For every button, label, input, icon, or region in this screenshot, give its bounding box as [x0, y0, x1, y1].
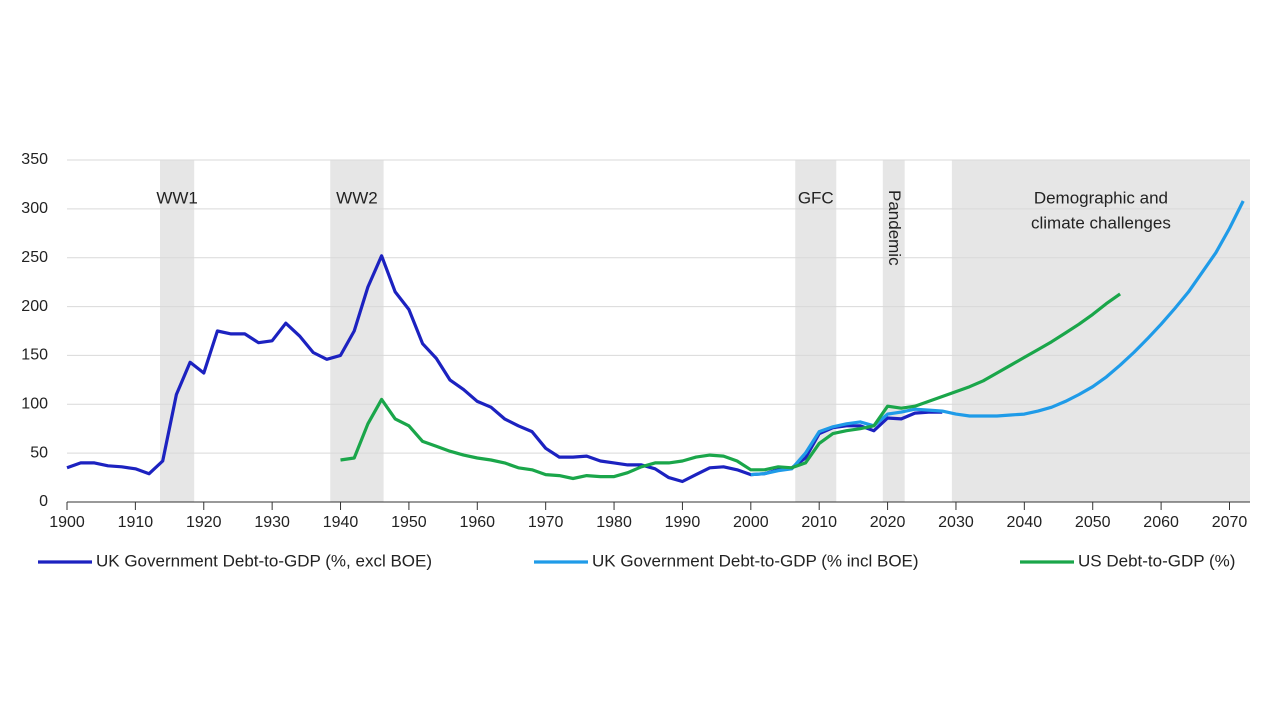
x-tick-label: 1980 [596, 514, 632, 531]
x-tick-label: 1990 [665, 514, 701, 531]
x-tick-label: 2040 [1007, 514, 1043, 531]
x-tick-label: 1940 [323, 514, 359, 531]
period-label: Demographic and [1034, 188, 1168, 207]
legend-label: UK Government Debt-to-GDP (%, excl BOE) [96, 551, 432, 570]
x-tick-label: 2060 [1143, 514, 1179, 531]
x-tick-label: 1970 [528, 514, 564, 531]
y-tick-label: 150 [21, 347, 48, 364]
x-tick-label: 1900 [49, 514, 85, 531]
y-tick-label: 250 [21, 249, 48, 266]
period-label: GFC [798, 188, 834, 207]
shaded-period [795, 160, 837, 502]
y-tick-label: 300 [21, 200, 48, 217]
x-tick-label: 1930 [254, 514, 290, 531]
y-tick-label: 350 [21, 151, 48, 168]
shaded-period [330, 160, 384, 502]
x-tick-label: 1910 [118, 514, 154, 531]
x-tick-label: 2000 [733, 514, 769, 531]
legend-label: US Debt-to-GDP (%) [1078, 551, 1235, 570]
x-tick-label: 2070 [1212, 514, 1248, 531]
y-tick-label: 0 [39, 493, 48, 510]
y-tick-label: 100 [21, 396, 48, 413]
legend-label: UK Government Debt-to-GDP (% incl BOE) [592, 551, 919, 570]
series-line [750, 200, 1245, 477]
period-label: WW1 [156, 188, 198, 207]
period-label: Pandemic [885, 190, 904, 266]
x-tick-label: 1950 [391, 514, 427, 531]
period-label: climate challenges [1031, 213, 1171, 232]
shaded-period [951, 160, 1250, 502]
x-tick-label: 2050 [1075, 514, 1111, 531]
x-tick-label: 2030 [938, 514, 974, 531]
x-tick-label: 2020 [870, 514, 906, 531]
series-line [340, 292, 1122, 481]
x-tick-label: 2010 [801, 514, 837, 531]
x-tick-label: 1920 [186, 514, 222, 531]
x-tick-label: 1960 [459, 514, 495, 531]
y-tick-label: 50 [30, 444, 48, 461]
y-tick-label: 200 [21, 298, 48, 315]
period-label: WW2 [336, 188, 378, 207]
